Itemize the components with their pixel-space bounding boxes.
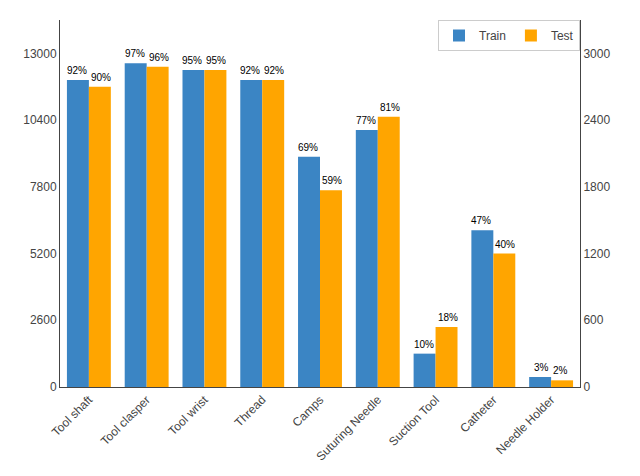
svg-text:77%: 77% xyxy=(356,115,376,126)
svg-text:92%: 92% xyxy=(67,65,87,76)
svg-text:40%: 40% xyxy=(495,239,515,250)
svg-text:0: 0 xyxy=(50,380,57,394)
svg-text:Suction Tool: Suction Tool xyxy=(386,393,442,449)
svg-text:10400: 10400 xyxy=(23,113,57,127)
svg-text:13000: 13000 xyxy=(23,47,57,61)
svg-text:97%: 97% xyxy=(125,48,145,59)
svg-text:18%: 18% xyxy=(438,312,458,323)
svg-text:Needle Holder: Needle Holder xyxy=(493,393,557,457)
svg-text:0: 0 xyxy=(583,380,590,394)
svg-text:2%: 2% xyxy=(553,365,568,376)
svg-text:Suturing Needle: Suturing Needle xyxy=(313,393,384,464)
svg-text:92%: 92% xyxy=(264,65,284,76)
svg-text:Tool clasper: Tool clasper xyxy=(98,393,153,448)
svg-text:2600: 2600 xyxy=(30,313,57,327)
svg-text:5200: 5200 xyxy=(30,247,57,261)
svg-text:Tool shaft: Tool shaft xyxy=(49,392,96,439)
svg-text:Camps: Camps xyxy=(290,393,327,430)
svg-text:81%: 81% xyxy=(380,102,400,113)
svg-text:90%: 90% xyxy=(91,72,111,83)
svg-text:Train: Train xyxy=(479,29,506,43)
svg-text:10%: 10% xyxy=(414,339,434,350)
svg-text:Thread: Thread xyxy=(232,393,269,430)
svg-text:1200: 1200 xyxy=(583,247,610,261)
svg-text:600: 600 xyxy=(583,313,603,327)
svg-text:Test: Test xyxy=(551,29,574,43)
svg-text:3%: 3% xyxy=(534,362,549,373)
svg-text:Catheter: Catheter xyxy=(457,393,499,435)
svg-text:96%: 96% xyxy=(149,52,169,63)
svg-text:7800: 7800 xyxy=(30,180,57,194)
svg-text:2400: 2400 xyxy=(583,113,610,127)
svg-text:47%: 47% xyxy=(471,215,491,226)
svg-text:69%: 69% xyxy=(298,142,318,153)
svg-text:1800: 1800 xyxy=(583,180,610,194)
svg-text:3000: 3000 xyxy=(583,47,610,61)
svg-text:59%: 59% xyxy=(322,175,342,186)
svg-text:Tool wrist: Tool wrist xyxy=(166,392,212,438)
svg-text:95%: 95% xyxy=(182,55,202,66)
svg-text:95%: 95% xyxy=(206,55,226,66)
svg-text:92%: 92% xyxy=(240,65,260,76)
